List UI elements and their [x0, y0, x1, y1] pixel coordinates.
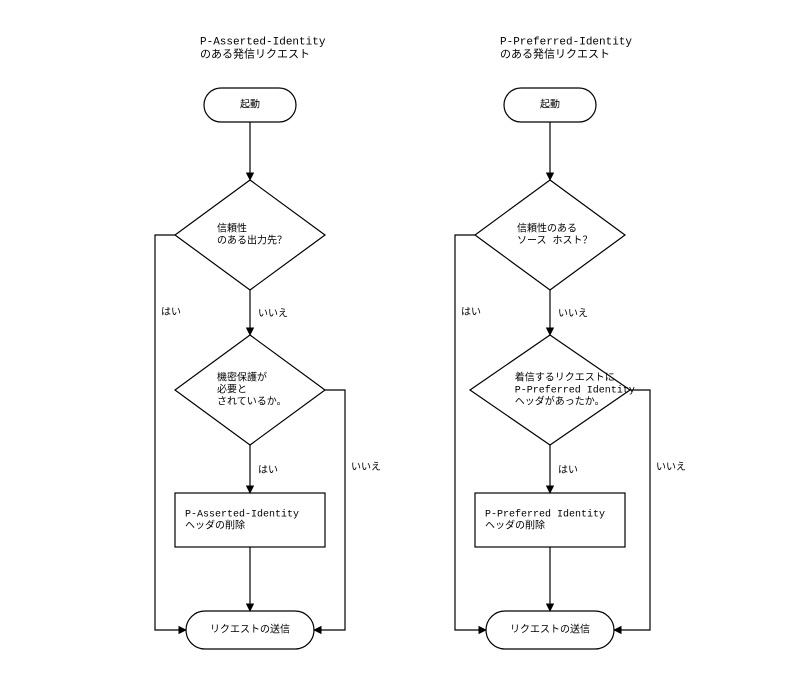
- edge-label: いいえ: [558, 308, 588, 321]
- svg-text:起動: 起動: [240, 98, 260, 112]
- svg-text:起動: 起動: [540, 98, 560, 112]
- flow-title: P-Asserted-Identityのある発信リクエスト: [200, 36, 326, 61]
- svg-text:リクエストの送信: リクエストの送信: [510, 623, 590, 637]
- edge-label: はい: [258, 464, 278, 477]
- edge-label: いいえ: [656, 461, 686, 474]
- edge-label: いいえ: [351, 461, 381, 474]
- edge-label: はい: [558, 464, 578, 477]
- flowchart-canvas: P-Asserted-Identityのある発信リクエスト起動信頼性のある出力先…: [0, 0, 796, 683]
- flow-title: P-Preferred-Identityのある発信リクエスト: [500, 36, 632, 61]
- svg-text:リクエストの送信: リクエストの送信: [210, 623, 290, 637]
- edge-label: はい: [461, 306, 481, 319]
- edge-label: はい: [161, 306, 181, 319]
- svg-text:着信するリクエストにP-Preferred Identity: 着信するリクエストにP-Preferred Identityヘッダがあったか。: [515, 371, 635, 409]
- edge-label: いいえ: [258, 308, 288, 321]
